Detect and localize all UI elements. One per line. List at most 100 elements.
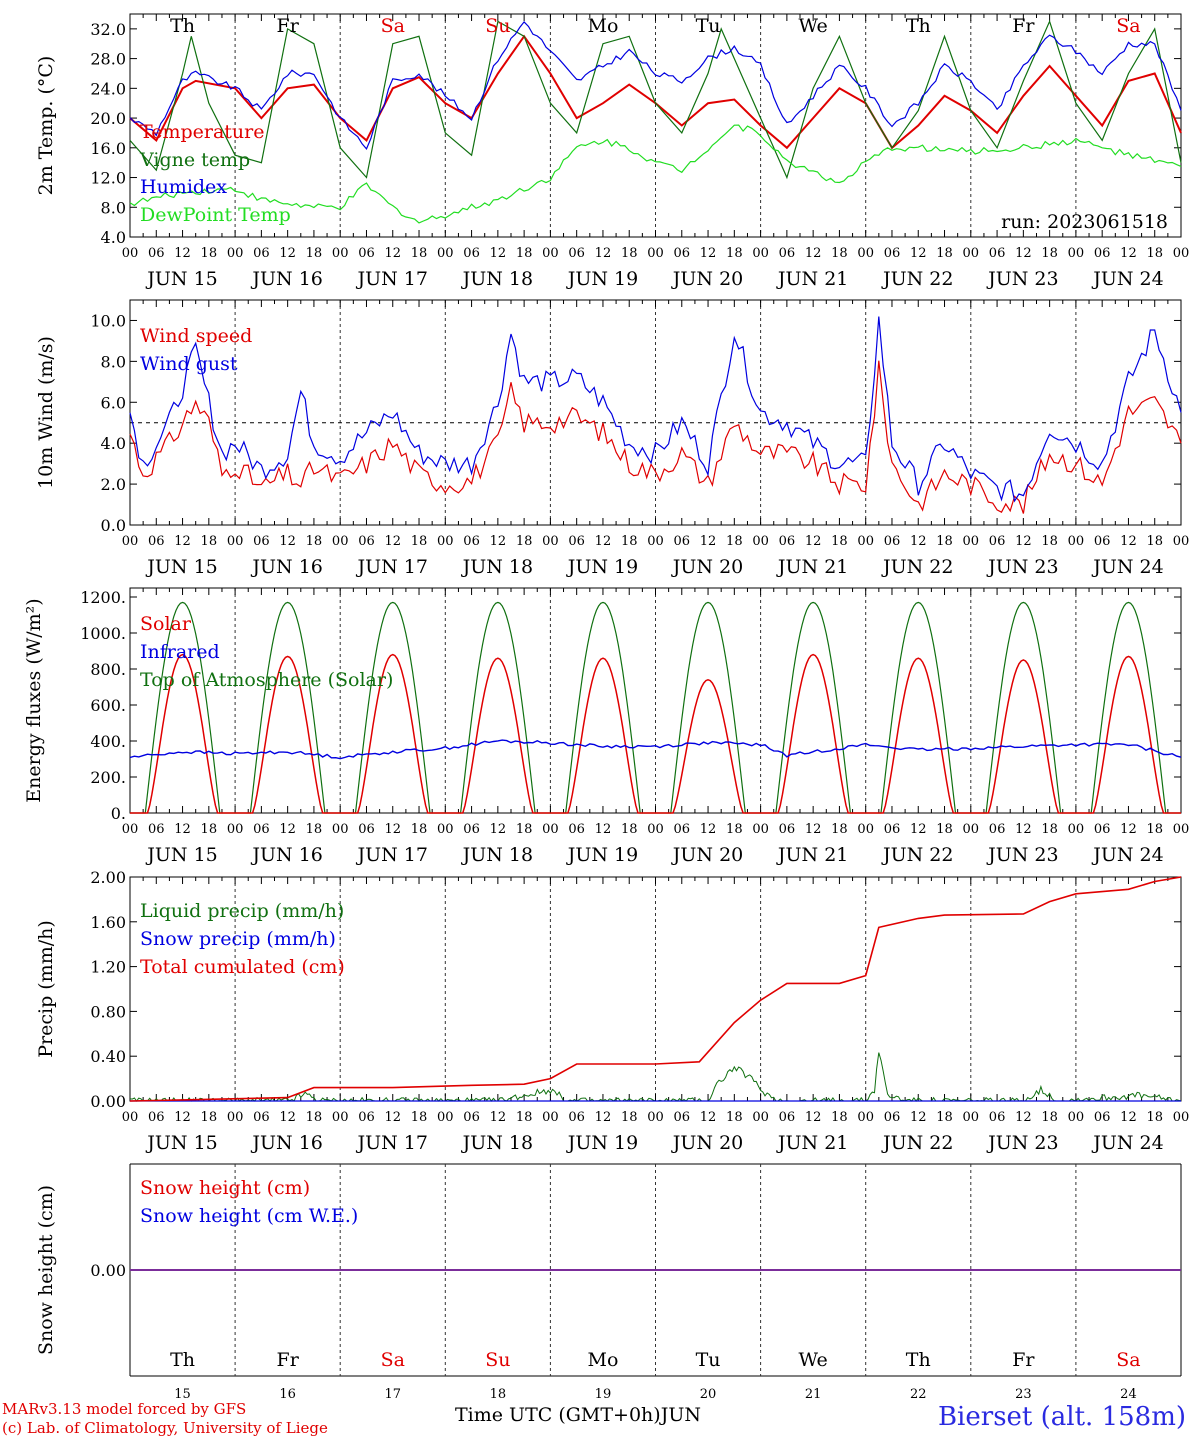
hour-tick-label: 00 (437, 1110, 454, 1125)
hour-tick-label: 12 (700, 822, 717, 837)
hour-tick-label: 06 (674, 534, 691, 549)
hour-tick-label: 00 (227, 1110, 244, 1125)
hour-tick-label: 18 (726, 246, 743, 261)
date-label: JUN 17 (356, 844, 428, 866)
series-line-red (1075, 655, 1181, 814)
y-tick-label: 32.0 (90, 20, 126, 39)
hour-tick-label: 06 (989, 534, 1006, 549)
hour-tick-label: 18 (831, 822, 848, 837)
hour-tick-label: 00 (647, 534, 664, 549)
y-tick-label: 28.0 (90, 50, 126, 69)
hour-tick-label: 06 (1094, 822, 1111, 837)
y-tick-label: 0.0 (101, 516, 126, 535)
hour-tick-label: 18 (621, 534, 638, 549)
hour-tick-label: 12 (279, 1110, 296, 1125)
date-label: JUN 22 (881, 556, 953, 578)
hour-tick-label: 18 (1146, 534, 1163, 549)
series-line-green (760, 601, 866, 814)
hour-tick-label: 06 (358, 1110, 375, 1125)
y-tick-label: 0.00 (90, 1261, 126, 1280)
series-line-red (129, 876, 1182, 1102)
hour-tick-label: 00 (542, 822, 559, 837)
hour-tick-label: 12 (595, 822, 612, 837)
hour-tick-label: 00 (752, 534, 769, 549)
hour-tick-label: 18 (1146, 246, 1163, 261)
y-tick-label: 0.80 (90, 1002, 126, 1021)
date-label: JUN 20 (671, 1132, 743, 1154)
hour-tick-label: 00 (857, 1110, 874, 1125)
hour-tick-label: 00 (122, 246, 139, 261)
legend-red: Wind speed (140, 325, 252, 347)
series-line-red (655, 678, 761, 814)
date-label: JUN 17 (356, 268, 428, 290)
legend-green: Top of Atmosphere (Solar) (140, 669, 393, 691)
hour-tick-label: 00 (752, 1110, 769, 1125)
hour-tick-label: 06 (463, 246, 480, 261)
hour-tick-label: 06 (148, 246, 165, 261)
hour-tick-label: 06 (1094, 1110, 1111, 1125)
series-line-blue (129, 316, 1182, 503)
hour-tick-label: 18 (1041, 534, 1058, 549)
date-label: JUN 15 (145, 268, 217, 290)
date-label: JUN 15 (145, 1132, 217, 1154)
date-label: JUN 17 (356, 1132, 428, 1154)
date-label: JUN 15 (145, 556, 217, 578)
day-number: 20 (700, 1387, 717, 1402)
hour-tick-label: 18 (516, 246, 533, 261)
hour-tick-label: 00 (1173, 246, 1190, 261)
hour-tick-label: 00 (963, 534, 980, 549)
hour-tick-label: 12 (174, 1110, 191, 1125)
legend-red: Total cumulated (cm) (140, 956, 345, 978)
hour-tick-label: 06 (779, 534, 796, 549)
hour-tick-label: 00 (122, 1110, 139, 1125)
series-line-blue (129, 20, 1182, 151)
legend-green: Vigne temp (139, 149, 250, 171)
hour-tick-label: 12 (910, 246, 927, 261)
hour-tick-label: 06 (674, 1110, 691, 1125)
hour-tick-label: 06 (884, 822, 901, 837)
day-name: Sa (1116, 1349, 1140, 1371)
hour-tick-label: 18 (936, 534, 953, 549)
hour-tick-label: 18 (306, 1110, 323, 1125)
day-name: Th (906, 1349, 931, 1371)
date-label: JUN 23 (986, 268, 1058, 290)
hour-tick-label: 00 (963, 1110, 980, 1125)
hour-tick-label: 00 (227, 822, 244, 837)
date-label: JUN 18 (461, 1132, 533, 1154)
hour-tick-label: 12 (1120, 534, 1137, 549)
series-line-green (655, 601, 761, 814)
hour-tick-label: 12 (1120, 246, 1137, 261)
y-tick-label: 16.0 (90, 139, 126, 158)
hour-tick-label: 00 (437, 534, 454, 549)
day-number: 16 (279, 1387, 296, 1402)
run-label: run: 2023061518 (1001, 211, 1168, 233)
hour-tick-label: 18 (1041, 822, 1058, 837)
y-tick-label: 200. (90, 768, 126, 787)
hour-tick-label: 18 (411, 1110, 428, 1125)
credit-line-1: MARv3.13 model forced by GFS (2, 1400, 247, 1418)
day-name: Sa (1116, 15, 1140, 37)
y-tick-label: 12.0 (90, 169, 126, 188)
x-axis-title-text: Time UTC (GMT+0h) (455, 1404, 661, 1426)
day-name: Th (170, 1349, 195, 1371)
hour-tick-label: 06 (463, 822, 480, 837)
hour-tick-label: 00 (332, 534, 349, 549)
hour-tick-label: 06 (779, 246, 796, 261)
hour-tick-label: 12 (490, 246, 507, 261)
hour-tick-label: 12 (700, 246, 717, 261)
date-label: JUN 23 (986, 844, 1058, 866)
date-label: JUN 18 (461, 556, 533, 578)
hour-tick-label: 00 (963, 246, 980, 261)
series-line-red (130, 653, 236, 814)
hour-tick-label: 12 (1120, 822, 1137, 837)
hour-tick-label: 06 (253, 822, 270, 837)
legend-red: Solar (140, 613, 192, 635)
hour-tick-label: 18 (621, 822, 638, 837)
series-line-green (550, 601, 656, 814)
y-tick-label: 1000. (80, 624, 126, 643)
date-label: JUN 23 (986, 1132, 1058, 1154)
date-label: JUN 21 (776, 556, 848, 578)
date-label: JUN 21 (776, 844, 848, 866)
date-label: JUN 19 (566, 268, 638, 290)
day-name: Th (906, 15, 931, 37)
